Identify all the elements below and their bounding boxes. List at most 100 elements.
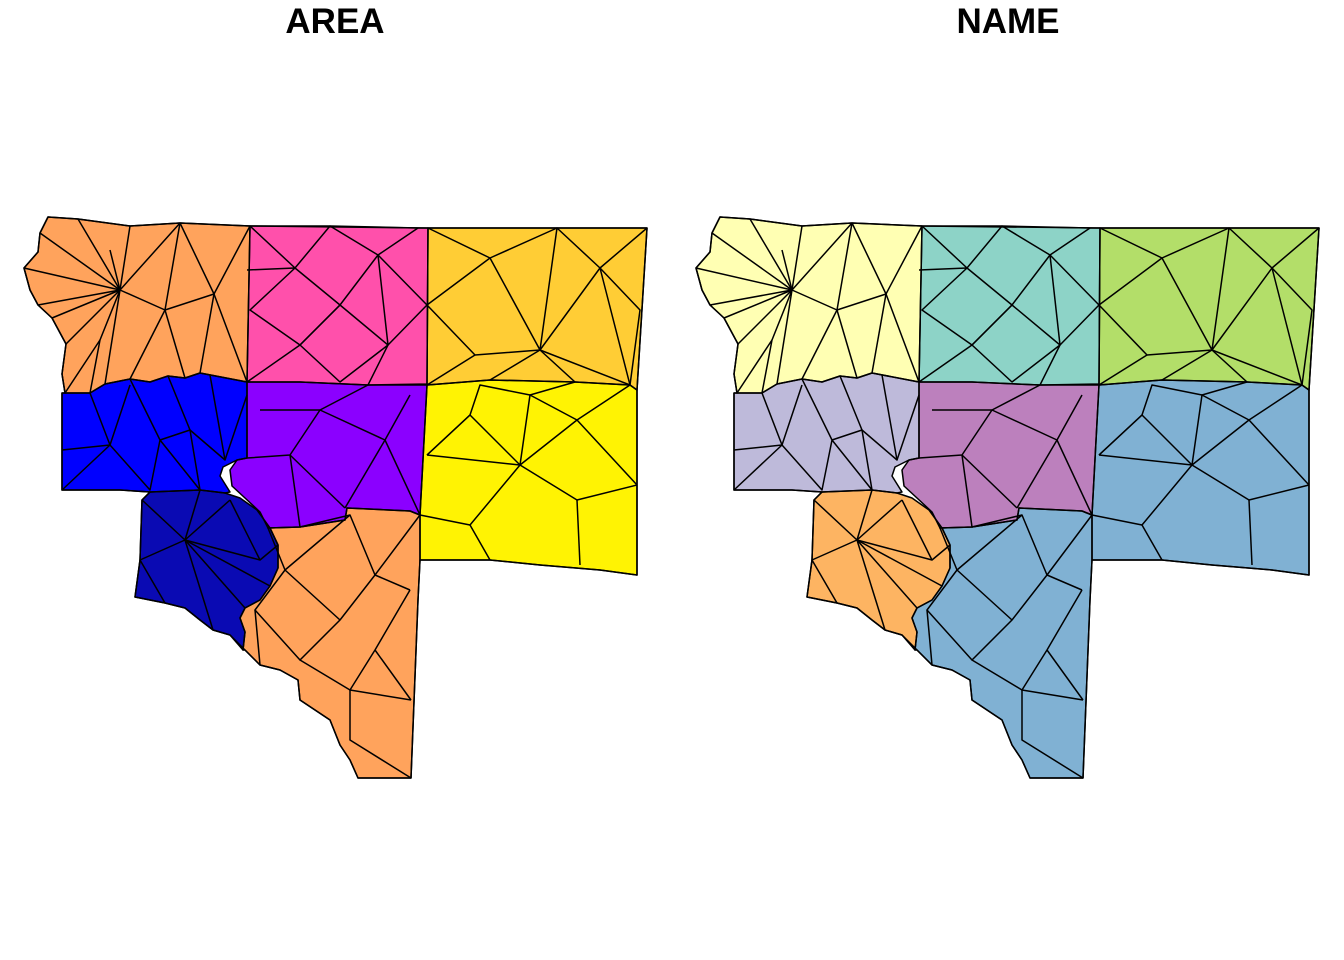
mesh-edge bbox=[1248, 499, 1253, 566]
map-region-northeast bbox=[427, 228, 647, 390]
map-region-west-middle bbox=[62, 373, 247, 493]
choropleth-map bbox=[23, 216, 648, 779]
map-region-east bbox=[420, 380, 637, 575]
mesh-edge bbox=[737, 289, 793, 394]
mesh-edge bbox=[299, 344, 389, 386]
mesh-edge bbox=[289, 454, 301, 528]
choropleth-map bbox=[695, 216, 1320, 779]
mesh-edge bbox=[289, 454, 346, 509]
mesh-edge bbox=[1098, 354, 1148, 386]
map-region-southwest bbox=[807, 490, 950, 650]
mesh-edge bbox=[971, 344, 1061, 386]
mesh-edge bbox=[961, 454, 973, 528]
mesh-edge bbox=[1141, 524, 1163, 561]
map-region-north-center bbox=[247, 226, 428, 385]
mesh-edge bbox=[246, 344, 301, 383]
mesh-edge bbox=[1056, 439, 1093, 516]
mesh-edge bbox=[733, 444, 783, 491]
mesh-edge bbox=[349, 689, 412, 701]
mesh-edge bbox=[1021, 689, 1084, 701]
mesh-edge bbox=[1271, 267, 1313, 386]
mesh-edge bbox=[159, 429, 191, 441]
mesh-edge bbox=[1021, 690, 1084, 779]
mesh-edge bbox=[1049, 254, 1061, 346]
mesh-edge bbox=[213, 293, 248, 383]
mesh-edge bbox=[254, 569, 411, 661]
mesh-edge bbox=[776, 289, 793, 385]
mesh-edge bbox=[344, 439, 386, 509]
mesh-edge bbox=[885, 225, 923, 295]
mesh-edge bbox=[284, 514, 421, 576]
mesh-edge bbox=[349, 690, 412, 779]
mesh-edge bbox=[184, 499, 231, 541]
triangle-mesh bbox=[23, 216, 648, 779]
mesh-edge bbox=[469, 524, 491, 561]
mesh-edge bbox=[299, 589, 411, 691]
mesh-edge bbox=[426, 354, 476, 386]
mesh-edge bbox=[901, 499, 933, 561]
mesh-edge bbox=[1098, 454, 1193, 466]
map-outline bbox=[695, 216, 1320, 779]
mesh-edge bbox=[224, 394, 248, 461]
mesh-edge bbox=[61, 444, 111, 491]
map-panel-name: NAME bbox=[672, 0, 1344, 960]
map-region-center bbox=[902, 382, 1099, 528]
mesh-edge bbox=[939, 527, 958, 571]
mesh-edge bbox=[246, 384, 369, 459]
mesh-edge bbox=[856, 499, 903, 541]
mesh-edge bbox=[199, 293, 215, 374]
mesh-edge bbox=[971, 589, 1083, 691]
mesh-edge bbox=[213, 225, 251, 295]
mesh-edge bbox=[956, 569, 1013, 621]
map-title: NAME bbox=[956, 2, 1060, 41]
mesh-edge bbox=[926, 609, 933, 666]
mesh-edge bbox=[426, 454, 521, 466]
map-region-east bbox=[1092, 380, 1309, 575]
map-region-west-middle bbox=[734, 373, 919, 493]
map-panel-area: AREA bbox=[23, 2, 648, 779]
triangle-mesh bbox=[695, 216, 1320, 779]
mesh-edge bbox=[129, 309, 166, 380]
mesh-edge bbox=[229, 499, 261, 561]
mesh-edge bbox=[971, 304, 1013, 346]
map-region-southwest bbox=[135, 490, 278, 650]
mesh-edge bbox=[469, 384, 631, 466]
mesh-edge bbox=[856, 539, 918, 609]
mesh-edge bbox=[831, 429, 863, 441]
mesh-edge bbox=[89, 392, 111, 446]
mesh-edge bbox=[836, 309, 858, 379]
mesh-edge bbox=[896, 394, 920, 461]
mesh-edge bbox=[856, 539, 886, 631]
mesh-edge bbox=[104, 289, 121, 385]
mesh-edge bbox=[1191, 419, 1310, 486]
mesh-edge bbox=[781, 378, 833, 491]
mesh-edge bbox=[164, 309, 186, 379]
mesh-edge bbox=[1141, 384, 1303, 466]
mesh-edge bbox=[918, 344, 973, 383]
mesh-edge bbox=[267, 527, 286, 571]
mesh-edge bbox=[374, 649, 412, 701]
map-region-northeast bbox=[1099, 228, 1319, 390]
map-region-center bbox=[230, 382, 427, 528]
mesh-edge bbox=[519, 419, 638, 486]
mesh-edge bbox=[159, 375, 201, 491]
mesh-edge bbox=[299, 304, 341, 346]
mesh-edge bbox=[254, 609, 261, 666]
map-region-north-center bbox=[919, 226, 1100, 385]
mesh-edge bbox=[377, 254, 389, 346]
mesh-edge bbox=[1046, 649, 1084, 701]
mesh-edge bbox=[956, 514, 1093, 576]
mesh-edge bbox=[489, 349, 576, 383]
mesh-edge bbox=[871, 293, 887, 374]
mesh-edge bbox=[384, 439, 421, 516]
mesh-edge bbox=[599, 267, 641, 386]
mesh-edge bbox=[184, 539, 271, 587]
mesh-edge bbox=[831, 375, 873, 491]
map-outline bbox=[23, 216, 648, 779]
mesh-edge bbox=[184, 539, 246, 609]
mesh-edge bbox=[1016, 439, 1058, 509]
mesh-edge bbox=[1098, 414, 1143, 456]
mesh-edge bbox=[961, 454, 1018, 509]
mesh-edge bbox=[64, 339, 101, 394]
mesh-edge bbox=[801, 309, 838, 380]
